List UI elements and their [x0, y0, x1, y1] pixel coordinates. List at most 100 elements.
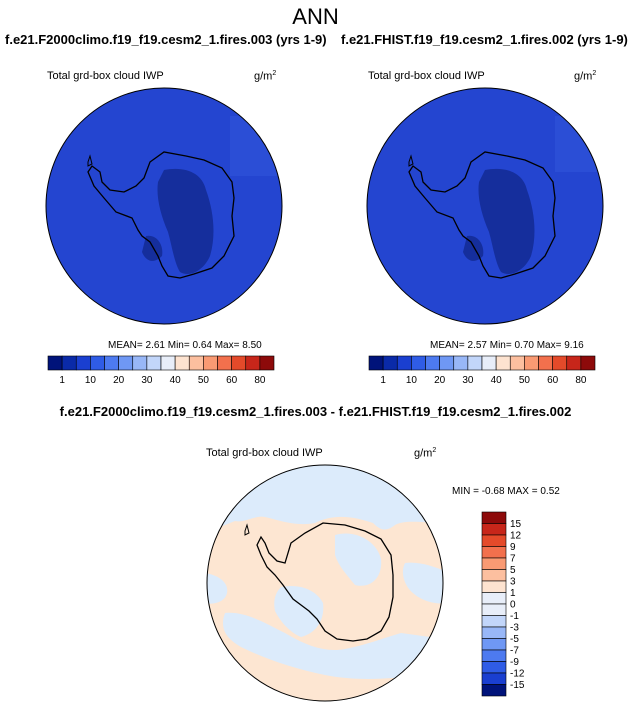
- diff-colorbar-cell: [481, 603, 507, 616]
- right-colorbar: 1 10 20 30 40 50 60 80: [368, 355, 596, 386]
- diff-map-negative-west: [207, 573, 228, 604]
- diff-colorbar-tick-label: -7: [510, 646, 519, 657]
- diff-map-negative-south: [223, 612, 443, 679]
- colorbar-cell: [174, 355, 190, 371]
- diff-map-coastline: [256, 522, 394, 642]
- left-stats: MEAN= 2.61 Min= 0.64 Max= 8.50: [108, 340, 262, 351]
- diff-colorbar-cell: [481, 580, 507, 593]
- left-map-coastline: [87, 151, 235, 279]
- diff-colorbar-cell: [481, 672, 507, 685]
- diff-colorbar-tick-label: -9: [510, 657, 519, 668]
- colorbar-cell: [104, 355, 119, 371]
- diff-colorbar-tick-label: 7: [510, 554, 516, 565]
- colorbar-cell: [396, 355, 412, 371]
- left-units-label: g/m2: [254, 70, 277, 83]
- diff-map-negative-east: [335, 533, 382, 586]
- colorbar-tick-label: 20: [113, 375, 125, 386]
- colorbar-cell: [425, 355, 440, 371]
- colorbar-cell: [495, 355, 511, 371]
- colorbar-cell: [467, 355, 483, 371]
- right-map-coastline: [408, 151, 556, 279]
- colorbar-tick-label: 1: [59, 375, 65, 386]
- colorbar-tick-label: 60: [547, 375, 559, 386]
- colorbar-tick-label: 10: [85, 375, 97, 386]
- colorbar-cell: [146, 355, 162, 371]
- colorbar-cell: [47, 355, 63, 371]
- colorbar-cell: [245, 355, 261, 371]
- colorbar-cell: [524, 355, 539, 371]
- colorbar-cell: [439, 355, 455, 371]
- colorbar-tick-label: 60: [226, 375, 238, 386]
- diff-colorbar-tick-label: 9: [510, 542, 516, 553]
- diff-colorbar-tick-label: 5: [510, 565, 516, 576]
- diff-colorbar-cell: [481, 661, 507, 674]
- colorbar-tick-label: 80: [575, 375, 587, 386]
- diff-colorbar-tick-label: -15: [510, 680, 525, 691]
- diff-colorbar-tick-label: 12: [510, 531, 522, 542]
- diff-colorbar-cell: [481, 592, 507, 605]
- diff-colorbar-tick-label: 3: [510, 577, 516, 588]
- colorbar-cell: [580, 355, 596, 371]
- diff-polar-map: [206, 464, 444, 702]
- colorbar-tick-label: 20: [434, 375, 446, 386]
- right-map-plateau: [478, 168, 535, 275]
- diff-colorbar-tick-label: -5: [510, 634, 519, 645]
- colorbar-cell: [75, 355, 91, 371]
- colorbar-tick-label: 1: [380, 375, 386, 386]
- diff-colorbar-cell: [481, 546, 507, 559]
- colorbar-cell: [538, 355, 553, 371]
- colorbar-tick-label: 10: [406, 375, 418, 386]
- colorbar-cell: [61, 355, 77, 371]
- colorbar-cell: [411, 355, 426, 371]
- diff-colorbar-tick-label: -3: [510, 623, 519, 634]
- colorbar-tick-label: 50: [519, 375, 531, 386]
- right-stats: MEAN= 2.57 Min= 0.70 Max= 9.16: [430, 340, 584, 351]
- left-map-plateau: [157, 168, 214, 275]
- colorbar-tick-label: 30: [462, 375, 474, 386]
- right-case-title: f.e21.FHIST.f19_f19.cesm2_1.fires.002 (y…: [341, 32, 628, 47]
- diff-colorbar-cell: [481, 523, 507, 536]
- colorbar-cell: [118, 355, 134, 371]
- diff-variable-label: Total grd-box cloud IWP: [206, 447, 323, 459]
- colorbar-cell: [509, 355, 525, 371]
- diff-colorbar-tick-label: 0: [510, 600, 516, 611]
- diff-title: f.e21.F2000climo.f19_f19.cesm2_1.fires.0…: [59, 404, 572, 419]
- colorbar-cell: [203, 355, 218, 371]
- colorbar-cell: [368, 355, 384, 371]
- page-title: ANN: [292, 4, 339, 29]
- left-colorbar: 1 10 20 30 40 50 60 80: [47, 355, 275, 386]
- colorbar-tick-label: 40: [491, 375, 503, 386]
- colorbar-cell: [188, 355, 204, 371]
- left-case-title: f.e21.F2000climo.f19_f19.cesm2_1.fires.0…: [5, 32, 327, 47]
- diff-colorbar-cell: [481, 569, 507, 582]
- diff-colorbar-cell: [481, 557, 507, 570]
- right-units-label: g/m2: [574, 70, 597, 83]
- diff-colorbar-tick-label: -12: [510, 669, 525, 680]
- colorbar-cell: [481, 355, 497, 371]
- colorbar-cell: [217, 355, 232, 371]
- colorbar-tick-label: 40: [170, 375, 182, 386]
- diff-colorbar-tick-label: 15: [510, 519, 522, 530]
- colorbar-cell: [259, 355, 275, 371]
- diff-map-negative-centre: [274, 585, 324, 637]
- colorbar-tick-label: 80: [254, 375, 266, 386]
- colorbar-cell: [231, 355, 247, 371]
- diff-colorbar-cell: [481, 684, 507, 697]
- colorbar-cell: [160, 355, 176, 371]
- right-variable-label: Total grd-box cloud IWP: [368, 70, 485, 82]
- diff-colorbar-tick-label: -1: [510, 611, 519, 622]
- right-map-field-patch: [555, 116, 603, 172]
- diff-colorbar-tick-label: 1: [510, 588, 516, 599]
- colorbar-tick-label: 30: [141, 375, 153, 386]
- colorbar-cell: [566, 355, 582, 371]
- colorbar-cell: [132, 355, 148, 371]
- diff-units-label: g/m2: [414, 447, 437, 460]
- colorbar-cell: [453, 355, 469, 371]
- diff-colorbar-cell: [481, 511, 507, 524]
- left-polar-map: [45, 87, 283, 325]
- colorbar-cell: [552, 355, 568, 371]
- diff-colorbar-cell: [481, 615, 507, 628]
- diff-colorbar-cell: [481, 638, 507, 651]
- diff-colorbar-cell: [481, 534, 507, 547]
